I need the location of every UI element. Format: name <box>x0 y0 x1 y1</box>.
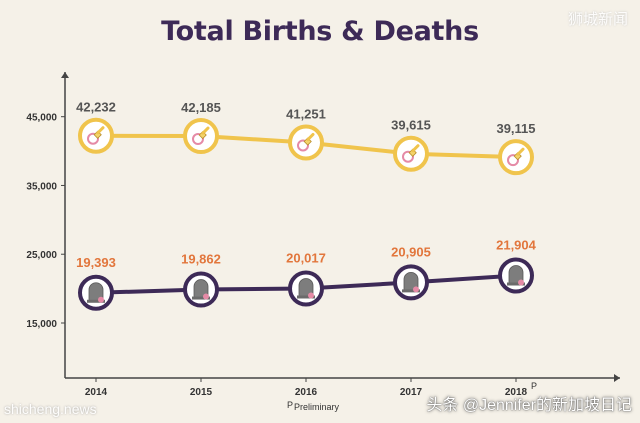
tombstone-icon <box>297 278 315 299</box>
series-markers <box>78 117 534 311</box>
deaths-point <box>78 274 114 311</box>
y-tick-label: 35,000 <box>26 181 57 192</box>
deaths-point <box>288 270 324 307</box>
data-labels: 42,232 42,185 41,251 39,615 39,115 19,393 19,8… <box>76 100 537 270</box>
deaths-point <box>183 271 219 308</box>
births-data-label: 41,251 <box>286 106 326 121</box>
births-point <box>393 135 429 172</box>
births-point <box>78 117 114 154</box>
pacifier-icon <box>507 147 525 167</box>
watermark-top-right: 狮城新闻 <box>567 11 628 28</box>
pacifier-icon <box>402 144 420 163</box>
deaths-point <box>393 264 429 301</box>
births-point <box>498 139 534 176</box>
x-tick-label: 2018 <box>505 387 528 398</box>
tombstone-icon <box>507 265 525 286</box>
y-axis-arrow <box>61 72 69 78</box>
deaths-data-label: 19,862 <box>181 252 221 267</box>
births-point <box>288 124 324 161</box>
watermark-bottom-left: shicheng.news <box>4 401 97 417</box>
x-tick-label: 2015 <box>190 387 213 398</box>
y-axis-ticks: 15,000 25,000 35,000 45,000 <box>26 113 65 330</box>
x-tick-label: 2014 <box>85 387 108 398</box>
deaths-point <box>498 257 534 294</box>
x-axis-arrow <box>614 374 620 382</box>
deaths-data-label: 19,393 <box>76 255 116 270</box>
x-tick-label: 2016 <box>295 387 318 398</box>
births-data-label: 42,232 <box>76 100 116 115</box>
chart-title: Total Births & Deaths <box>161 16 479 47</box>
births-point <box>183 118 219 155</box>
tombstone-icon <box>192 279 210 300</box>
x-tick-label: 2017 <box>400 387 423 398</box>
pacifier-icon <box>87 126 105 145</box>
footnote: PPreliminary <box>287 400 340 412</box>
y-tick-label: 15,000 <box>26 319 57 330</box>
watermark-bottom-right: 头条 @Jennifer的新加坡日记 <box>426 397 632 414</box>
pacifier-icon <box>192 126 210 146</box>
x-tick-suffix: P <box>531 381 537 391</box>
births-data-label: 42,185 <box>181 100 221 115</box>
tombstone-icon <box>402 271 420 293</box>
y-tick-label: 45,000 <box>26 113 57 124</box>
tombstone-icon <box>87 282 105 303</box>
births-data-label: 39,615 <box>391 118 431 133</box>
y-tick-label: 25,000 <box>26 250 57 261</box>
deaths-data-label: 20,905 <box>391 244 431 259</box>
deaths-data-label: 21,904 <box>496 238 537 253</box>
pacifier-icon <box>297 132 315 152</box>
chart-axes <box>61 72 620 382</box>
births-data-label: 39,115 <box>496 121 535 136</box>
deaths-data-label: 20,017 <box>286 250 326 265</box>
